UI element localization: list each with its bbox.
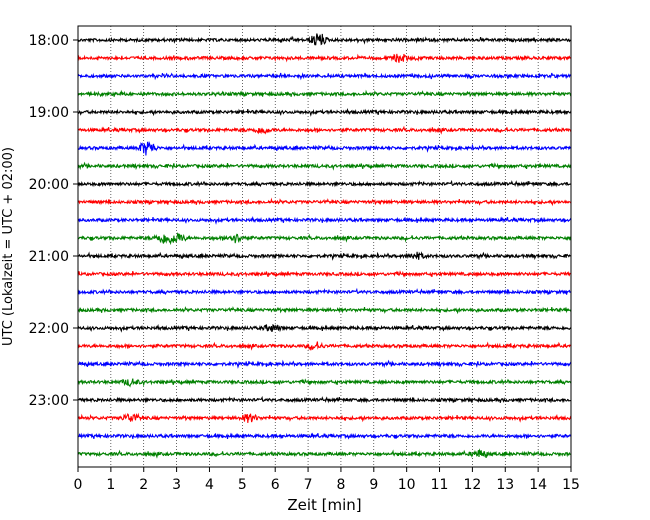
x-tick-label: 12 — [463, 477, 481, 493]
x-tick-label: 9 — [369, 477, 378, 493]
trace-2315 — [77, 412, 572, 423]
trace-1945 — [77, 161, 572, 171]
y-tick-label: 20:00 — [29, 177, 69, 193]
y-tick-label: 23:00 — [29, 393, 69, 409]
x-tick-label: 11 — [431, 477, 449, 493]
trace-2000 — [77, 179, 572, 188]
trace-2230 — [77, 359, 572, 369]
x-tick-label: 15 — [562, 477, 580, 493]
y-tick-label: 22:00 — [29, 321, 69, 337]
y-axis-ticks: 18:00 19:00 20:00 21:00 22:00 23:00 — [29, 33, 78, 409]
trace-2300 — [77, 395, 571, 404]
x-tick-label: 0 — [74, 477, 83, 493]
x-tick-label: 5 — [238, 477, 247, 493]
trace-2330 — [77, 432, 572, 440]
trace-1830 — [77, 72, 572, 81]
seismic-traces — [77, 33, 572, 459]
x-tick-label: 14 — [529, 477, 547, 493]
trace-2215 — [77, 341, 572, 351]
trace-1915 — [77, 125, 572, 135]
trace-2200 — [77, 323, 572, 333]
x-tick-label: 1 — [106, 477, 115, 493]
x-tick-label: 8 — [336, 477, 345, 493]
x-tick-label: 13 — [496, 477, 514, 493]
x-tick-label: 3 — [172, 477, 181, 493]
x-tick-label: 10 — [398, 477, 416, 493]
trace-1930 — [77, 140, 572, 156]
plot-frame — [77, 25, 572, 468]
trace-1815 — [77, 53, 572, 63]
trace-2145 — [77, 306, 572, 315]
y-axis-label: UTC (Lokalzeit = UTC + 02:00) — [1, 147, 16, 346]
trace-2030 — [77, 215, 572, 225]
y-tick-label: 18:00 — [29, 33, 69, 49]
trace-2345 — [77, 448, 572, 459]
y-tick-label: 19:00 — [29, 105, 69, 121]
y-tick-label: 21:00 — [29, 249, 69, 265]
trace-2100 — [77, 251, 572, 261]
x-axis-ticks: 0 1 2 3 4 5 6 7 8 9 10 11 12 13 14 15 — [74, 467, 580, 493]
x-tick-label: 4 — [205, 477, 214, 493]
x-tick-label: 6 — [271, 477, 280, 493]
trace-1845 — [77, 89, 572, 98]
trace-2015 — [77, 197, 572, 207]
x-tick-label: 2 — [139, 477, 148, 493]
trace-1900 — [77, 107, 572, 117]
trace-1800 — [77, 33, 572, 46]
x-tick-label: 7 — [304, 477, 313, 493]
trace-2130 — [77, 287, 572, 296]
x-axis-label: Zeit [min] — [287, 496, 361, 514]
trace-2245 — [77, 378, 572, 388]
trace-2045 — [77, 232, 572, 246]
trace-2115 — [77, 270, 572, 278]
